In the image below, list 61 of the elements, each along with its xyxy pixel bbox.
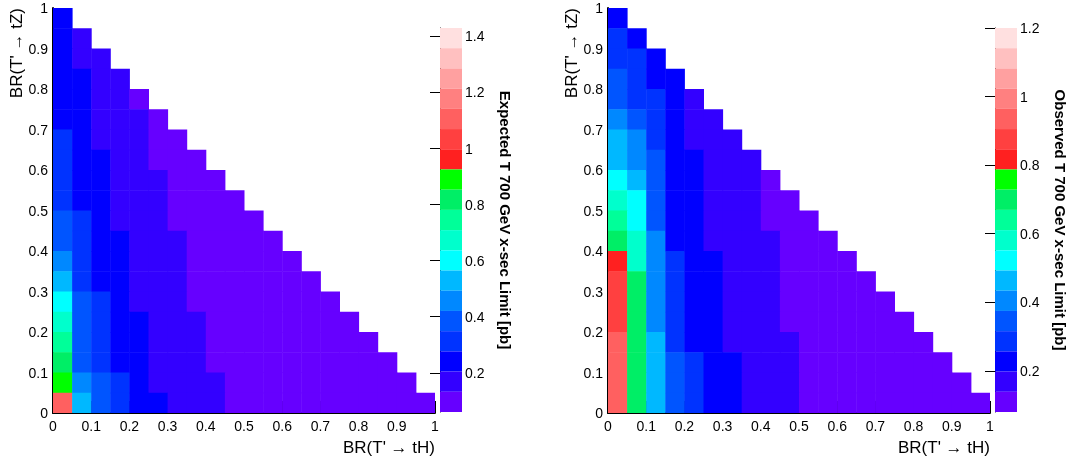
x-tick-label: 1 <box>431 418 440 434</box>
y-tick-label: 0.2 <box>583 324 604 340</box>
x-tick-label: 0.6 <box>272 418 293 434</box>
x-tick-label: 0.3 <box>157 418 178 434</box>
y-tick-label: 0.8 <box>28 81 49 97</box>
y-tick-label: 0.1 <box>583 364 604 381</box>
x-tick-label: 0.5 <box>789 418 809 434</box>
color-bar-label: 0.4 <box>465 308 485 325</box>
color-bar-title: Expected T 700 GeV x-sec Limit [pb] <box>497 90 514 350</box>
color-bar-label: 0.2 <box>1020 362 1040 379</box>
y-tick-label: 0.8 <box>583 81 604 97</box>
y-tick-label: 0 <box>40 405 49 421</box>
y-tick-label: 0.9 <box>583 40 604 57</box>
x-tick-label: 0.7 <box>310 418 331 434</box>
y-axis-title: BR(T' → tZ) <box>7 8 26 99</box>
color-bar-label: 1.4 <box>465 28 485 45</box>
x-tick-label: 0.8 <box>903 418 924 434</box>
x-axis-title: BR(T' → tH) <box>342 438 435 457</box>
y-tick-label: 0.5 <box>583 202 604 219</box>
y-tick-label: 0.7 <box>583 121 604 138</box>
x-tick-label: 0.2 <box>119 418 140 434</box>
color-bar-title: Observed T 700 GeV x-sec Limit [pb] <box>1052 89 1069 351</box>
x-tick-label: 0.7 <box>865 418 886 434</box>
y-tick-label: 0.1 <box>28 364 49 381</box>
color-bar-label: 1 <box>465 140 473 157</box>
y-tick-label: 0.4 <box>583 243 604 259</box>
x-tick-label: 0.3 <box>712 418 733 434</box>
x-tick-label: 0.4 <box>751 418 771 434</box>
x-tick-label: 0.5 <box>234 418 254 434</box>
color-bar-label: 0.8 <box>465 196 485 213</box>
color-bar-label: 1.2 <box>1020 20 1040 36</box>
y-tick-label: 0.6 <box>583 162 604 178</box>
x-tick-label: 0.9 <box>942 418 962 434</box>
y-tick-label: 0.9 <box>28 40 49 57</box>
x-tick-label: 1 <box>986 418 995 434</box>
color-bar-label: 0.8 <box>1020 157 1040 174</box>
y-tick-label: 0.2 <box>28 324 49 340</box>
color-bar-label: 0.6 <box>1020 225 1040 242</box>
x-tick-label: 0.1 <box>81 418 102 434</box>
y-tick-label: 1 <box>40 0 49 16</box>
y-tick-label: 0.7 <box>28 121 49 138</box>
y-tick-label: 0.3 <box>28 283 49 300</box>
y-axis-title: BR(T' → tZ) <box>562 8 581 99</box>
x-tick-label: 0.6 <box>827 418 848 434</box>
color-bar-label: 0.4 <box>1020 294 1040 311</box>
x-tick-label: 0.2 <box>674 418 695 434</box>
y-tick-label: 0.5 <box>28 202 49 219</box>
x-axis-title: BR(T' → tH) <box>897 438 990 457</box>
y-tick-label: 1 <box>595 0 604 16</box>
y-tick-label: 0 <box>595 405 604 421</box>
color-bar-label: 0.6 <box>465 252 485 269</box>
y-tick-label: 0.3 <box>583 283 604 300</box>
color-bar-label: 1 <box>1020 88 1028 105</box>
x-tick-label: 0.8 <box>348 418 369 434</box>
color-bar-label: 0.2 <box>465 364 485 381</box>
color-bar-label: 1.2 <box>465 84 485 101</box>
y-tick-label: 0.6 <box>28 162 49 178</box>
x-tick-label: 0.4 <box>196 418 216 434</box>
x-tick-label: 0.1 <box>636 418 657 434</box>
x-tick-label: 0.9 <box>387 418 407 434</box>
y-tick-label: 0.4 <box>28 243 49 259</box>
